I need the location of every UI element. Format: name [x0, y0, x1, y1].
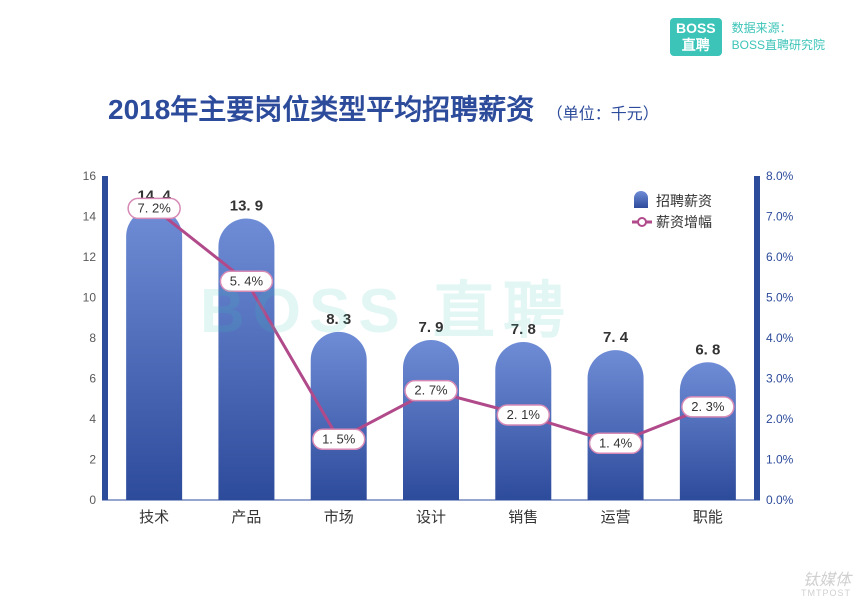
bar-value-label: 7. 9 [418, 319, 443, 336]
footer-cn: 钛媒体 [801, 573, 851, 589]
bar [126, 208, 182, 500]
legend-bar-label: 招聘薪资 [656, 193, 712, 209]
y1-tick: 4 [89, 412, 96, 426]
bar-value-label: 6. 8 [695, 341, 720, 358]
pct-label: 5. 4% [230, 273, 264, 288]
chart-title: 2018年主要岗位类型平均招聘薪资 [108, 94, 534, 125]
category-label: 运营 [601, 509, 631, 526]
pct-label: 2. 1% [507, 407, 541, 422]
chart-svg: 0 2 4 6 8 10 12 14 16 0.0% 1.0% 2.0% 3.0% 4.0% 5.0% 6.0… [60, 170, 808, 530]
y1-axis [102, 176, 108, 500]
bar [588, 350, 644, 500]
bar [680, 362, 736, 500]
bar-value-label: 13. 9 [230, 198, 263, 215]
footer-en: TMTPOST [801, 589, 851, 598]
title-block: 2018年主要岗位类型平均招聘薪资 （单位：千元） [108, 88, 659, 128]
y2-tick: 4.0% [766, 331, 794, 345]
bar [218, 219, 274, 500]
y2-tick: 0.0% [766, 493, 794, 507]
y2-tick: 5.0% [766, 291, 794, 305]
category-label: 市场 [324, 509, 354, 526]
y1-tick: 12 [83, 250, 97, 264]
category-label: 产品 [231, 509, 261, 526]
category-label: 职能 [693, 509, 723, 526]
y2-tick: 8.0% [766, 170, 794, 183]
header: BOSS 直聘 数据来源： BOSS直聘研究院 [670, 18, 825, 56]
source-name: BOSS直聘研究院 [732, 37, 825, 54]
y1-tick: 2 [89, 453, 96, 467]
pct-label: 2. 7% [414, 383, 448, 398]
pct-label: 2. 3% [691, 399, 725, 414]
legend-bar-icon [634, 191, 648, 208]
bar [403, 340, 459, 500]
logo-badge: BOSS 直聘 [670, 18, 722, 56]
y2-tick: 7.0% [766, 210, 794, 224]
source-label: 数据来源： [732, 20, 825, 37]
y1-tick: 14 [83, 210, 97, 224]
y1-tick: 0 [89, 493, 96, 507]
bar [311, 332, 367, 500]
source-text: 数据来源： BOSS直聘研究院 [732, 20, 825, 54]
bar-value-label: 8. 3 [326, 311, 351, 328]
y2-axis [754, 176, 760, 500]
y1-tick: 8 [89, 331, 96, 345]
y1-tick: 6 [89, 372, 96, 386]
y1-tick: 16 [83, 170, 97, 183]
legend-line-marker [638, 218, 646, 226]
pct-label: 7. 2% [138, 200, 172, 215]
category-label: 销售 [508, 509, 538, 526]
pct-label: 1. 4% [599, 435, 633, 450]
legend-line-label: 薪资增幅 [656, 214, 712, 230]
chart-title-unit: （单位：千元） [547, 106, 659, 123]
footer-watermark: 钛媒体 TMTPOST [801, 573, 851, 598]
bar-value-label: 7. 4 [603, 329, 629, 346]
y2-tick: 6.0% [766, 250, 794, 264]
y2-tick: 3.0% [766, 372, 794, 386]
category-label: 设计 [416, 509, 446, 526]
chart: BOSS 直聘 02468101214160.0%1.0%2.0%3.0%4.0… [60, 170, 808, 540]
y2-tick: 2.0% [766, 412, 794, 426]
y2-tick: 1.0% [766, 453, 794, 467]
category-label: 技术 [139, 509, 169, 526]
bar-value-label: 7. 8 [511, 321, 536, 338]
y1-tick: 10 [83, 291, 97, 305]
pct-label: 1. 5% [322, 431, 356, 446]
